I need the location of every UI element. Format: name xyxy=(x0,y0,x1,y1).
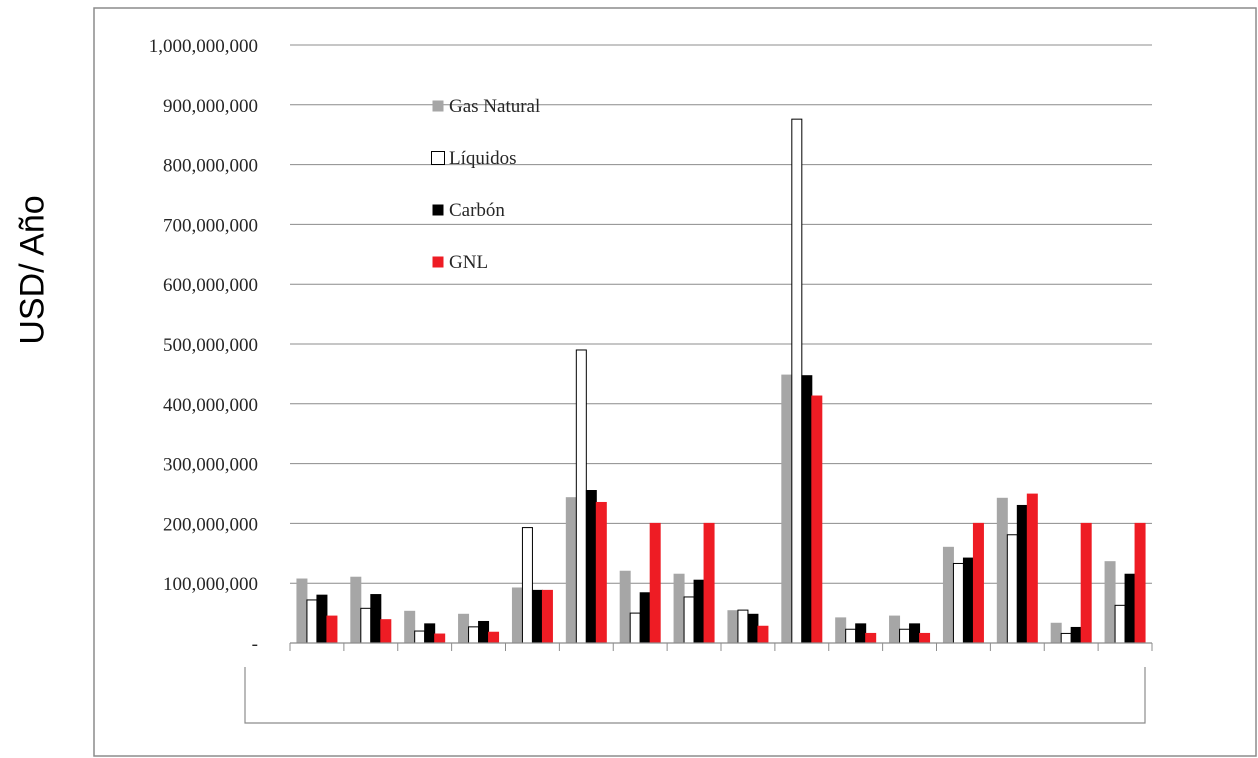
bar-gas-natural-11 xyxy=(835,617,847,644)
bar-gnl-13 xyxy=(972,522,984,644)
y-tick-label: 900,000,000 xyxy=(163,96,258,117)
bar-carb-n-9 xyxy=(747,613,759,644)
bar-gnl-16 xyxy=(1134,522,1146,644)
bar-carb-n-12 xyxy=(909,623,921,644)
bar-gas-natural-16 xyxy=(1104,561,1116,644)
bar-carb-n-2 xyxy=(370,594,382,644)
bar-gnl-2 xyxy=(380,619,392,644)
bar-l-quidos-3 xyxy=(414,630,426,644)
bar-gas-natural-15 xyxy=(1050,622,1062,644)
bar-l-quidos-13 xyxy=(952,562,964,644)
bar-gas-natural-14 xyxy=(996,497,1008,644)
bar-gnl-5 xyxy=(541,589,553,644)
y-tick-label: 200,000,000 xyxy=(163,514,258,535)
bar-carb-n-13 xyxy=(962,557,974,644)
y-tick-label: 800,000,000 xyxy=(163,156,258,177)
bar-l-quidos-4 xyxy=(468,626,480,644)
bar-gas-natural-9 xyxy=(727,610,739,644)
bar-l-quidos-10 xyxy=(791,118,803,644)
bar-gnl-12 xyxy=(919,632,931,644)
bar-gas-natural-7 xyxy=(619,570,631,644)
legend-label: GNL xyxy=(449,252,488,273)
bar-carb-n-5 xyxy=(531,589,543,644)
bar-l-quidos-16 xyxy=(1114,604,1126,644)
bar-gas-natural-12 xyxy=(889,615,901,644)
legend-label: Carbón xyxy=(449,200,505,221)
bar-gas-natural-1 xyxy=(296,578,308,644)
bar-carb-n-3 xyxy=(424,623,436,644)
bar-l-quidos-11 xyxy=(845,628,857,644)
bar-gnl-9 xyxy=(757,625,769,644)
bar-l-quidos-8 xyxy=(683,596,695,644)
bar-carb-n-16 xyxy=(1124,573,1136,644)
bar-l-quidos-2 xyxy=(360,607,372,644)
bar-gas-natural-10 xyxy=(781,374,793,644)
bar-carb-n-6 xyxy=(585,490,597,644)
legend-swatch xyxy=(431,151,445,165)
bar-l-quidos-14 xyxy=(1006,534,1018,644)
bar-l-quidos-6 xyxy=(575,349,587,644)
bar-gnl-10 xyxy=(811,395,823,644)
bar-l-quidos-15 xyxy=(1060,632,1072,644)
y-tick-labels: - 100,000,000 200,000,000 300,000,000 400,00… xyxy=(149,36,258,655)
chart-frame xyxy=(93,7,1257,757)
y-tick-label: 100,000,000 xyxy=(163,574,258,595)
x-axis xyxy=(244,642,1153,724)
legend-swatch xyxy=(432,100,444,112)
bar-gnl-7 xyxy=(649,522,661,644)
category-bracket xyxy=(244,667,1146,724)
bar-gas-natural-8 xyxy=(673,573,685,644)
y-tick-label: 400,000,000 xyxy=(163,395,258,416)
bar-gnl-14 xyxy=(1026,493,1038,644)
bar-gnl-8 xyxy=(703,522,715,644)
bar-gas-natural-13 xyxy=(942,546,954,644)
legend-swatch xyxy=(432,256,444,268)
bar-gnl-11 xyxy=(865,632,877,644)
bar-gnl-6 xyxy=(595,501,607,644)
bar-l-quidos-9 xyxy=(737,609,749,644)
y-tick-label: 700,000,000 xyxy=(163,215,258,236)
y-tick-label: 600,000,000 xyxy=(163,275,258,296)
y-tick-label: - xyxy=(252,634,258,655)
bar-carb-n-15 xyxy=(1070,626,1082,644)
bar-gnl-4 xyxy=(488,631,500,644)
legend: Gas Natural Líquidos Carbón GNL xyxy=(431,96,540,273)
y-tick-label: 500,000,000 xyxy=(163,335,258,356)
bar-carb-n-4 xyxy=(478,620,490,644)
bar-gas-natural-5 xyxy=(511,587,523,644)
bar-carb-n-10 xyxy=(801,375,813,644)
legend-label: Líquidos xyxy=(449,148,517,169)
legend-swatch xyxy=(432,204,444,216)
bar-gas-natural-2 xyxy=(350,576,362,644)
bar-l-quidos-1 xyxy=(306,599,318,644)
bar-carb-n-11 xyxy=(855,623,867,644)
bar-gas-natural-6 xyxy=(565,497,577,644)
bar-l-quidos-7 xyxy=(629,612,641,644)
legend-label: Gas Natural xyxy=(449,96,540,117)
bar-gnl-1 xyxy=(326,615,338,644)
bar-carb-n-8 xyxy=(693,579,705,644)
bar-carb-n-7 xyxy=(639,592,651,644)
y-tick-label: 300,000,000 xyxy=(163,455,258,476)
bar-carb-n-14 xyxy=(1016,504,1028,644)
bar-gas-natural-4 xyxy=(458,613,470,644)
bar-l-quidos-12 xyxy=(899,628,911,644)
bars xyxy=(296,118,1146,644)
bar-gas-natural-3 xyxy=(404,610,416,644)
bar-carb-n-1 xyxy=(316,594,328,644)
bar-gnl-15 xyxy=(1080,522,1092,644)
y-tick-label: 1,000,000,000 xyxy=(149,36,258,57)
gridlines xyxy=(290,44,1152,584)
bar-gnl-3 xyxy=(434,633,446,644)
bar-l-quidos-5 xyxy=(521,527,533,644)
